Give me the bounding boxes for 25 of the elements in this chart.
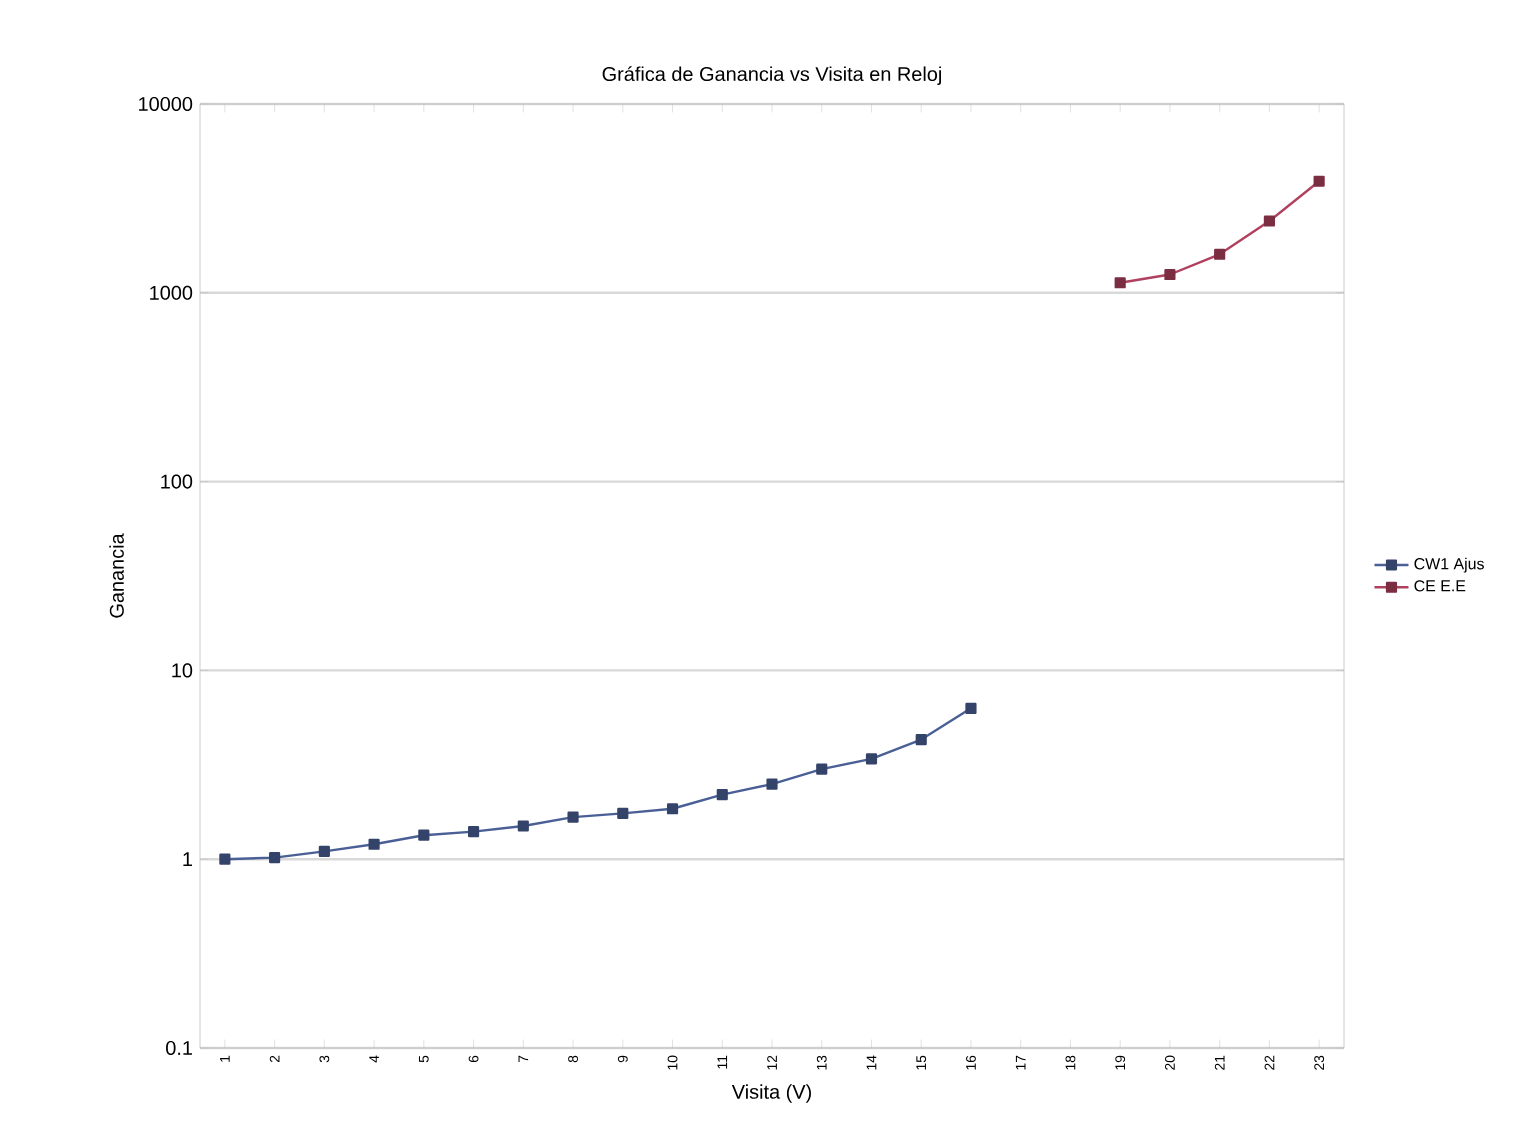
point bbox=[567, 811, 579, 823]
point bbox=[716, 788, 728, 801]
point bbox=[965, 702, 977, 714]
point bbox=[318, 845, 330, 857]
point bbox=[418, 829, 430, 841]
x-axis-title: Visita (V) bbox=[731, 1084, 811, 1103]
point bbox=[617, 807, 629, 819]
point bbox=[666, 803, 679, 815]
y-tick-label: 1000 bbox=[150, 285, 193, 300]
point bbox=[816, 763, 828, 775]
y-axis-title: Ganancia bbox=[109, 533, 124, 618]
y-tick-label: 100 bbox=[161, 474, 193, 489]
point bbox=[517, 820, 529, 832]
point bbox=[915, 734, 927, 746]
y-tick-label: 10000 bbox=[139, 96, 193, 112]
point bbox=[865, 753, 878, 765]
point bbox=[269, 852, 281, 864]
point bbox=[368, 838, 380, 850]
chart-title: Gráfica de Ganancia vs Visita en Reloj bbox=[602, 66, 941, 85]
y-tick-label: 10 bbox=[172, 663, 193, 678]
point bbox=[219, 853, 231, 865]
y-tick-label: 1 bbox=[183, 852, 192, 867]
point bbox=[467, 826, 480, 838]
y-tick-label: 0.1 bbox=[166, 1040, 192, 1056]
point bbox=[766, 778, 778, 790]
